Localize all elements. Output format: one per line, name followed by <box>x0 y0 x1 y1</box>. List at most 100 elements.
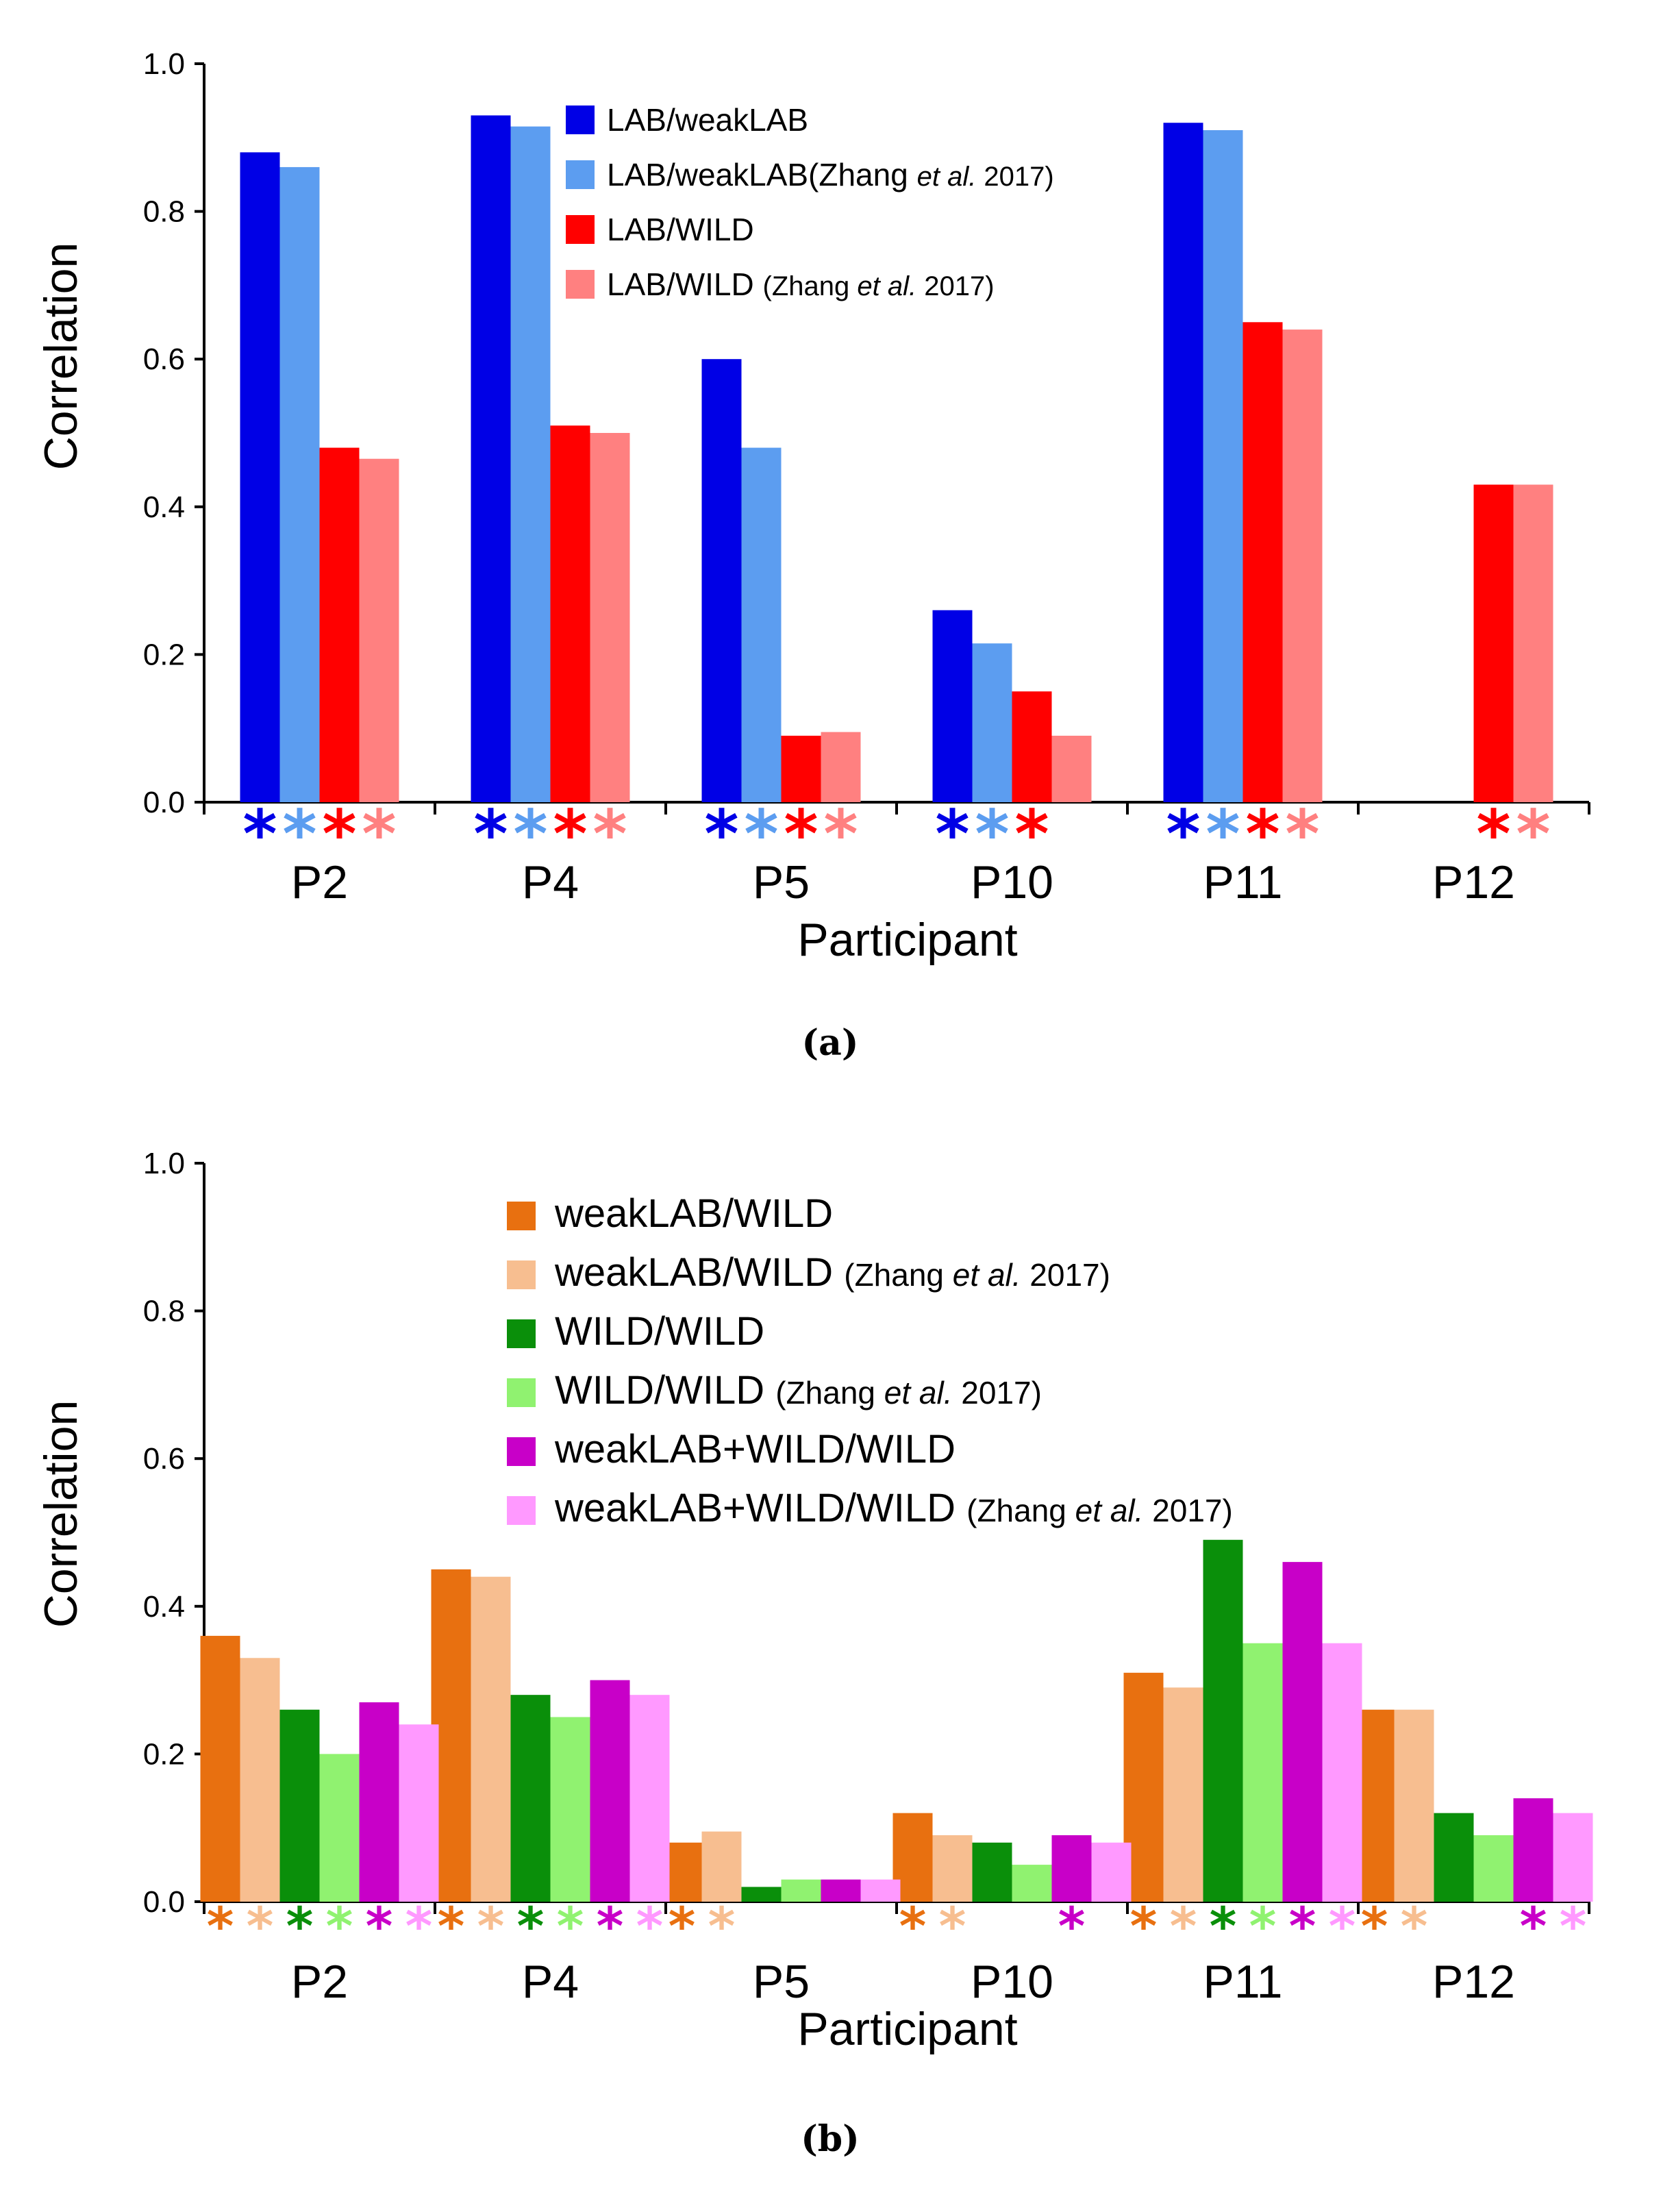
significance-star-icon: * <box>597 1896 624 1956</box>
bar-p12-series-2 <box>1473 484 1514 802</box>
bar-p2-series-3 <box>319 1754 360 1902</box>
x-tick-label-p5: P5 <box>753 1956 810 2008</box>
bar-p2-series-0 <box>240 152 280 803</box>
x-tick-label-p4: P4 <box>522 856 579 908</box>
significance-star-icon: * <box>286 1896 314 1956</box>
bar-p4-series-5 <box>629 1695 670 1902</box>
bar-p4-series-3 <box>590 433 630 802</box>
significance-star-icon: * <box>1401 1896 1428 1956</box>
legend-label: LAB/WILD <box>607 212 754 247</box>
y-tick-label: 0.4 <box>143 1590 185 1624</box>
significance-star-icon: * <box>1289 1896 1316 1956</box>
bar-p10-series-3 <box>1012 1865 1052 1902</box>
y-tick-label: 1.0 <box>143 1147 185 1180</box>
bar-p10-series-1 <box>932 1835 973 1902</box>
x-tick-label-p10: P10 <box>971 1956 1053 2008</box>
x-tick-label-p12: P12 <box>1432 856 1515 908</box>
legend-label: weakLAB/WILD <box>554 1191 833 1236</box>
bar-p2-series-1 <box>279 166 320 803</box>
bar-p5-series-4 <box>821 1879 861 1902</box>
y-tick-label: 0.0 <box>143 786 185 819</box>
legend-swatch <box>507 1319 536 1348</box>
x-tick-label-p11: P11 <box>1203 856 1283 908</box>
legend-swatch <box>507 1378 536 1407</box>
bar-p4-series-4 <box>590 1680 630 1902</box>
y-tick-label: 0.8 <box>143 1295 185 1328</box>
y-tick-label: 0.0 <box>143 1885 185 1919</box>
significance-star-icon: * <box>513 796 547 873</box>
chart-b-legend: weakLAB/WILD weakLAB/WILD (Zhang et al. 2… <box>507 1191 1233 1530</box>
chart-a-bars <box>240 115 1553 803</box>
chart-b: 0.00.20.40.60.81.0P2 P4 P5 P10 P11 P12 * * * * * *… <box>35 1147 1593 2160</box>
chart-a-significance-markers: * * * * ** * * * ** * * * * ** * * * * <box>242 796 1550 873</box>
significance-star-icon: * <box>1516 796 1550 873</box>
bar-p12-series-1 <box>1394 1709 1434 1902</box>
significance-star-icon: * <box>1130 1896 1158 1956</box>
chart-a-x-axis-label: Participant <box>797 914 1017 966</box>
bar-p5-series-0 <box>701 359 742 802</box>
bar-p4-series-1 <box>471 1576 511 1902</box>
significance-star-icon: * <box>1560 1896 1587 1956</box>
legend-label: LAB/weakLAB <box>607 102 808 138</box>
chart-a: 0.00.20.40.60.81.0P2 P4 P5 P10 P11 P12 * * * * **… <box>35 47 1590 1064</box>
legend-swatch <box>566 160 595 189</box>
bar-p5-series-2 <box>741 1887 782 1902</box>
x-tick-label-p11: P11 <box>1203 1956 1283 2008</box>
significance-star-icon: * <box>557 1896 584 1956</box>
x-tick-label-p10: P10 <box>971 856 1053 908</box>
y-tick-label: 0.6 <box>143 1442 185 1476</box>
significance-star-icon: * <box>242 796 277 873</box>
bar-p11-series-3 <box>1242 1643 1283 1902</box>
significance-star-icon: * <box>282 796 316 873</box>
significance-star-icon: * <box>326 1896 353 1956</box>
significance-star-icon: * <box>438 1896 465 1956</box>
significance-star-icon: * <box>322 796 356 873</box>
y-tick-label: 0.2 <box>143 638 185 671</box>
y-tick-label: 0.6 <box>143 343 185 376</box>
y-tick-label: 0.8 <box>143 195 185 229</box>
chart-a-axes: 0.0 0.2 0.4 0.6 0.8 1.0 P2 P4 P5 P10 P11 P12 <box>143 47 1590 908</box>
legend-label: weakLAB+WILD/WILD <box>554 1427 956 1471</box>
bar-p5-series-1 <box>741 447 782 802</box>
bar-p11-series-5 <box>1322 1643 1362 1902</box>
chart-a-legend: LAB/weakLAB LAB/weakLAB(Zhang et al. 2017… <box>566 102 1054 302</box>
bar-p12-series-4 <box>1513 1798 1553 1902</box>
significance-star-icon: * <box>1520 1896 1547 1956</box>
chart-b-y-axis-label: Correlation <box>35 1400 87 1628</box>
significance-star-icon: * <box>744 796 778 873</box>
legend-label: weakLAB/WILD (Zhang et al. 2017) <box>554 1250 1110 1295</box>
bar-p5-series-3 <box>781 1879 821 1902</box>
legend-swatch <box>566 105 595 134</box>
legend-label: weakLAB+WILD/WILD (Zhang et al. 2017) <box>554 1486 1233 1530</box>
bar-p4-series-2 <box>510 1695 551 1902</box>
legend-label: WILD/WILD <box>555 1309 764 1354</box>
bar-p2-series-1 <box>240 1658 280 1902</box>
legend-label: LAB/WILD (Zhang et al. 2017) <box>607 266 995 302</box>
bar-p2-series-2 <box>279 1709 320 1902</box>
bar-p11-series-2 <box>1203 1539 1243 1902</box>
x-tick-label-p2: P2 <box>291 1956 348 2008</box>
y-tick-label: 0.2 <box>143 1737 185 1771</box>
bar-p12-series-3 <box>1513 484 1553 802</box>
significance-star-icon: * <box>1058 1896 1086 1956</box>
significance-star-icon: * <box>935 796 969 873</box>
significance-star-icon: * <box>1014 796 1049 873</box>
bar-p10-series-2 <box>1012 691 1052 802</box>
significance-star-icon: * <box>1166 796 1200 873</box>
bar-p5-series-2 <box>781 735 821 802</box>
x-tick-label-p2: P2 <box>291 856 348 908</box>
bar-p10-series-5 <box>1091 1842 1132 1902</box>
bar-p12-series-3 <box>1473 1835 1514 1902</box>
bar-p5-series-3 <box>821 732 861 802</box>
bar-p2-series-4 <box>359 1702 399 1902</box>
chart-b-axes: 0.0 0.2 0.4 0.6 0.8 1.0 P2 P4 P5 P10 P11 P12 <box>143 1147 1590 2008</box>
x-tick-label-p4: P4 <box>522 1956 579 2008</box>
legend-swatch <box>507 1202 536 1230</box>
bar-p2-series-0 <box>200 1635 240 1902</box>
legend-label: LAB/weakLAB(Zhang et al. 2017) <box>607 157 1054 192</box>
bar-p2-series-5 <box>399 1724 439 1902</box>
significance-star-icon: * <box>592 796 627 873</box>
bar-p4-series-3 <box>550 1717 590 1902</box>
significance-star-icon: * <box>1285 796 1319 873</box>
